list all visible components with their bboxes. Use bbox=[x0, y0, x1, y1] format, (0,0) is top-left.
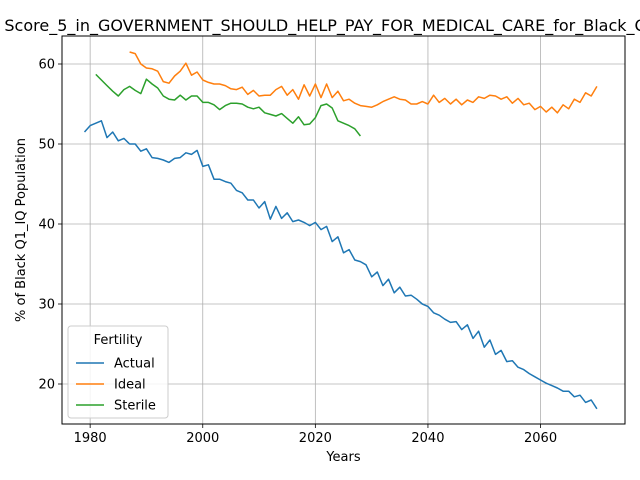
legend-label-sterile: Sterile bbox=[114, 399, 156, 414]
legend-entries: Actual Ideal Sterile bbox=[76, 357, 156, 414]
chart-title: Score_5_in_GOVERNMENT_SHOULD_HELP_PAY_FO… bbox=[4, 16, 640, 36]
x-tick-label: 2000 bbox=[186, 431, 219, 446]
legend-label-ideal: Ideal bbox=[114, 378, 146, 393]
y-tick-label: 20 bbox=[38, 378, 55, 393]
series-line-ideal bbox=[129, 51, 598, 114]
x-tick-label: 2040 bbox=[411, 431, 444, 446]
axis-ticks: 1980 2000 2020 2040 2060 20 30 40 50 60 bbox=[38, 58, 557, 447]
series-line-actual bbox=[83, 120, 598, 410]
legend-title: Fertility bbox=[94, 333, 143, 348]
x-tick-label: 2020 bbox=[299, 431, 332, 446]
gridlines bbox=[62, 36, 625, 424]
plot-frame bbox=[61, 35, 626, 425]
series-line-sterile bbox=[95, 73, 361, 137]
series-lines bbox=[83, 51, 598, 410]
legend: Fertility Actual Ideal Sterile bbox=[67, 325, 169, 419]
x-tick-label: 1980 bbox=[74, 431, 107, 446]
y-tick-label: 60 bbox=[38, 58, 55, 73]
x-axis-label: Years bbox=[325, 450, 361, 465]
y-tick-label: 50 bbox=[38, 138, 55, 153]
legend-box bbox=[67, 325, 169, 419]
y-axis-label: % of Black Q1_IQ Population bbox=[14, 138, 29, 322]
y-tick-label: 30 bbox=[38, 298, 55, 313]
y-tick-label: 40 bbox=[38, 218, 55, 233]
legend-label-actual: Actual bbox=[114, 357, 155, 372]
x-tick-label: 2060 bbox=[524, 431, 557, 446]
